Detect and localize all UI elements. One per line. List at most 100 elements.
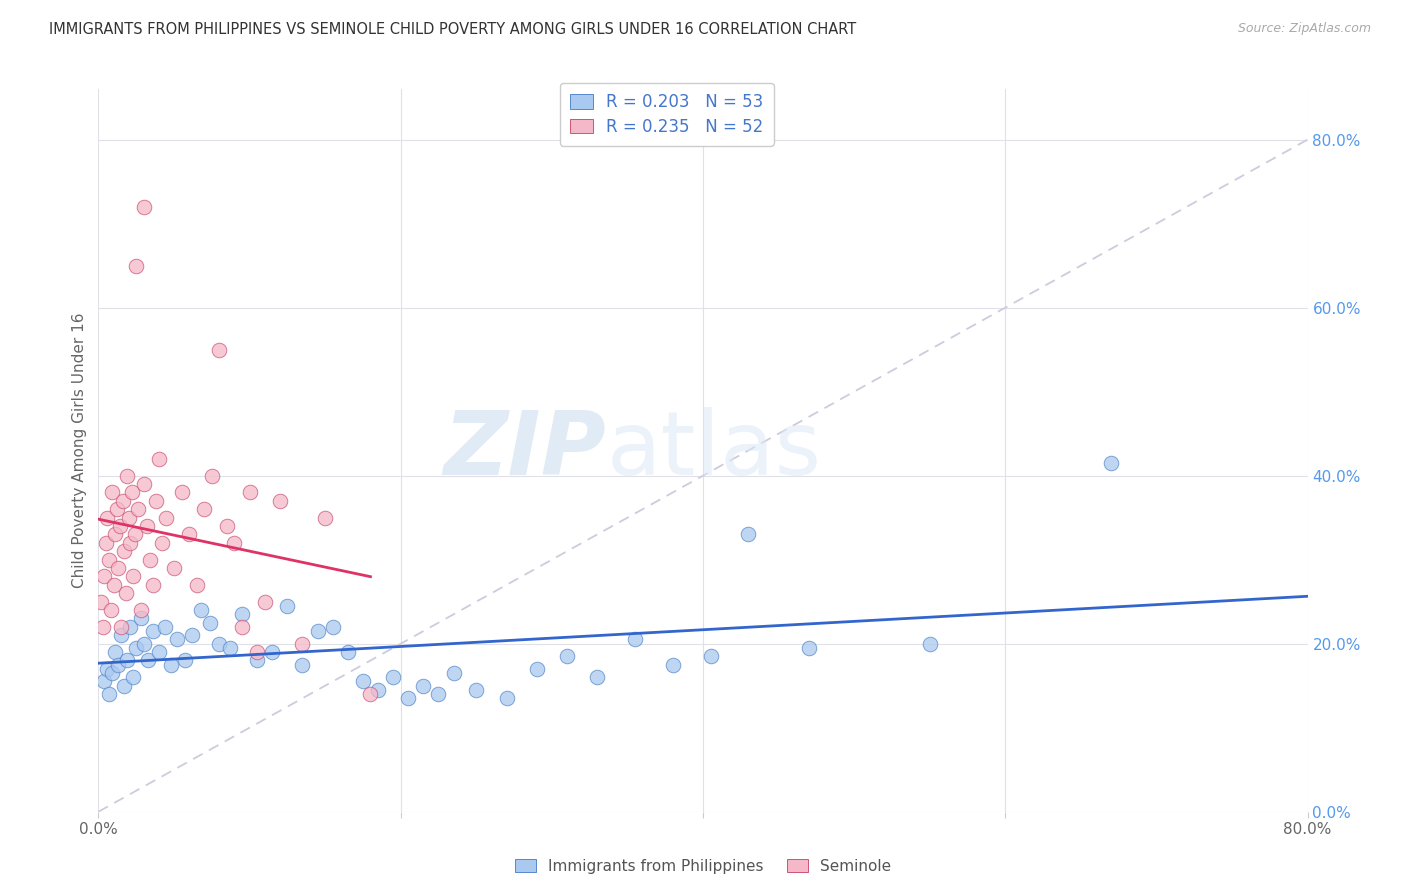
Point [101,485,124,500]
Point [114,586,136,600]
Point [215,519,238,533]
Point [219,640,242,655]
Point [797,640,820,655]
Y-axis label: Child Poverty Among Girls Under 16: Child Poverty Among Girls Under 16 [72,313,87,588]
Point [179,527,201,541]
Point [208,343,231,357]
Point [150,536,173,550]
Point [93,569,115,583]
Point [443,666,465,681]
Point [269,494,291,508]
Point [224,536,246,550]
Point [120,536,142,550]
Point [148,645,170,659]
Point [115,468,138,483]
Point [427,687,450,701]
Point [132,200,155,214]
Point [108,519,131,533]
Point [136,653,159,667]
Point [322,620,344,634]
Point [93,674,115,689]
Point [148,451,170,466]
Point [231,607,253,622]
Point [112,544,135,558]
Point [115,653,138,667]
Point [153,620,176,634]
Text: Source: ZipAtlas.com: Source: ZipAtlas.com [1237,22,1371,36]
Point [160,657,183,672]
Point [129,611,152,625]
Point [624,632,647,647]
Point [231,620,253,634]
Point [170,485,193,500]
Point [918,637,941,651]
Point [132,637,155,651]
Point [107,657,129,672]
Point [163,561,186,575]
Point [526,662,548,676]
Point [352,674,374,689]
Point [142,624,165,639]
Point [276,599,298,613]
Point [201,468,224,483]
Point [246,645,269,659]
Point [367,682,389,697]
Point [555,649,578,664]
Point [465,682,488,697]
Point [253,595,276,609]
Point [139,552,162,566]
Point [105,502,128,516]
Point [122,569,145,583]
Point [181,628,204,642]
Point [132,477,155,491]
Point [246,653,269,667]
Point [737,527,759,541]
Point [412,679,434,693]
Point [98,687,121,701]
Point [291,637,314,651]
Point [1099,456,1122,470]
Point [200,615,222,630]
Point [110,620,132,634]
Point [91,620,114,634]
Point [96,662,118,676]
Point [262,645,284,659]
Point [96,510,118,524]
Point [360,687,382,701]
Point [111,494,134,508]
Point [661,657,683,672]
Point [121,485,143,500]
Point [112,679,135,693]
Point [208,637,231,651]
Point [127,502,149,516]
Point [125,640,148,655]
Point [104,527,127,541]
Point [98,552,121,566]
Legend: R = 0.203   N = 53, R = 0.235   N = 52: R = 0.203 N = 53, R = 0.235 N = 52 [560,83,773,145]
Point [173,653,195,667]
Text: atlas: atlas [606,407,821,494]
Point [307,624,329,639]
Point [291,657,314,672]
Point [699,649,721,664]
Point [103,578,125,592]
Point [107,561,129,575]
Point [129,603,152,617]
Point [90,595,112,609]
Point [586,670,609,684]
Point [104,645,127,659]
Point [118,510,141,524]
Point [125,259,148,273]
Point [239,485,262,500]
Point [336,645,359,659]
Point [110,628,132,642]
Point [166,632,188,647]
Point [495,691,517,706]
Point [101,666,124,681]
Point [94,536,117,550]
Point [142,578,165,592]
Point [193,502,215,516]
Point [155,510,177,524]
Point [396,691,419,706]
Text: ZIP: ZIP [443,407,606,494]
